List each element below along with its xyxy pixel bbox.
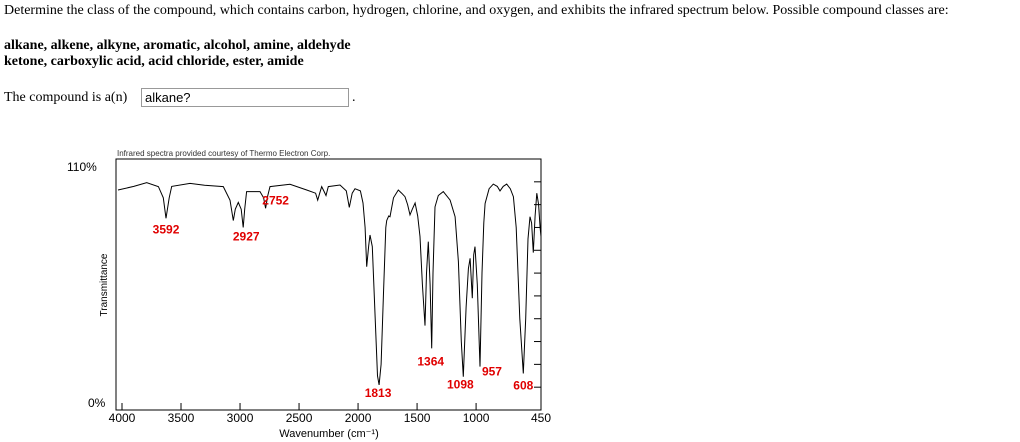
peak-label: 2752 (262, 193, 289, 207)
answer-input[interactable]: alkane? (141, 88, 349, 107)
peak-label: 608 (513, 378, 533, 392)
peak-label: 3592 (153, 222, 180, 236)
compound-classes-line-1: alkane, alkene, alkyne, aromatic, alcoho… (4, 38, 351, 53)
x-tick-label: 2000 (345, 411, 372, 425)
x-tick-label: 1000 (463, 411, 490, 425)
peak-label: 957 (482, 365, 502, 379)
peak-label: 1813 (365, 386, 392, 400)
answer-prefix: The compound is a(n) (4, 90, 128, 105)
x-tick-label: 1500 (404, 411, 431, 425)
compound-classes-line-2: ketone, carboxylic acid, acid chloride, … (4, 54, 304, 69)
peak-label: 1364 (417, 354, 444, 368)
y-axis-label: Transmittance (99, 253, 110, 316)
y-tick-label-top: 110% (67, 160, 97, 174)
answer-suffix: . (352, 90, 356, 105)
x-tick-label: 3500 (168, 411, 195, 425)
question-text: Determine the class of the compound, whi… (4, 3, 949, 18)
peak-label: 1098 (447, 378, 474, 392)
spectrum-line (117, 182, 542, 385)
x-tick-label: 4000 (109, 411, 136, 425)
x-tick-label: 2500 (286, 411, 313, 425)
x-tick-label: 3000 (227, 411, 254, 425)
peak-label: 2927 (233, 229, 260, 243)
plot-frame (115, 158, 542, 411)
x-axis-label: Wavenumber (cm⁻¹) (279, 428, 379, 440)
credit-text: Infrared spectra provided courtesy of Th… (117, 149, 330, 158)
y-tick-label-bottom: 0% (88, 396, 106, 410)
x-tick-label: 450 (531, 411, 551, 425)
